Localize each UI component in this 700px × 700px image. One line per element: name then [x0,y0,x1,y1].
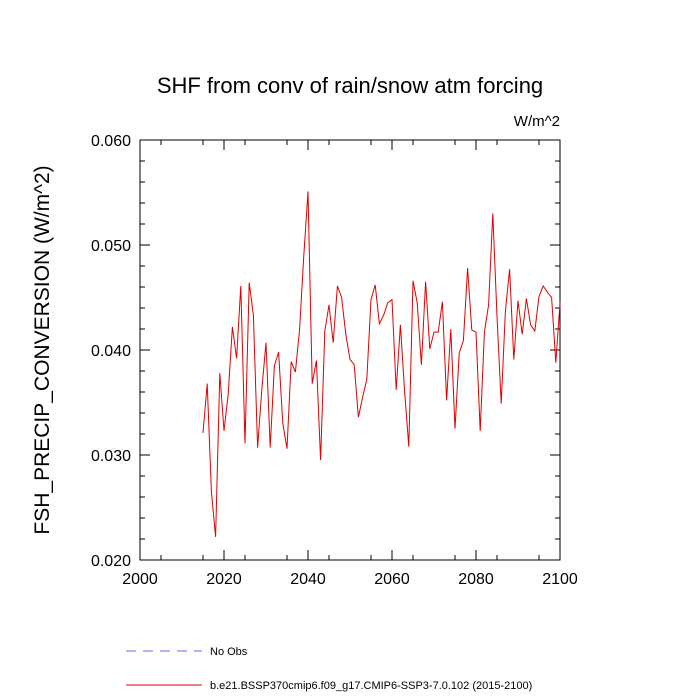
y-tick-label: 0.030 [91,448,131,465]
x-tick-label: 2000 [122,571,158,588]
chart-title: SHF from conv of rain/snow atm forcing [157,73,543,98]
x-tick-label: 2100 [542,571,578,588]
x-tick-label: 2040 [290,571,326,588]
series-line [202,191,561,537]
y-tick-label: 0.050 [91,238,131,255]
axis-tick-labels: 2000 2020 2040 2060 2080 2100 0.020 0.030 0.040 0… [91,133,578,588]
y-axis-label: FSH_PRECIP_CONVERSION (W/m^2) [31,165,54,534]
axis-ticks [139,139,561,561]
y-tick-label: 0.020 [91,553,131,570]
legend: No Obs b.e21.BSSP370cmip6.f09_g17.CMIP6-S… [126,646,532,692]
plot-frame [139,139,561,561]
x-tick-label: 2020 [206,571,242,588]
legend-label: No Obs [210,646,248,658]
x-tick-label: 2080 [458,571,494,588]
legend-label: b.e21.BSSP370cmip6.f09_g17.CMIP6-SSP3-7.… [210,680,532,692]
y-tick-label: 0.060 [91,133,131,150]
series-group [202,191,561,537]
units-label: W/m^2 [514,113,560,130]
y-tick-label: 0.040 [91,343,131,360]
x-tick-label: 2060 [374,571,410,588]
